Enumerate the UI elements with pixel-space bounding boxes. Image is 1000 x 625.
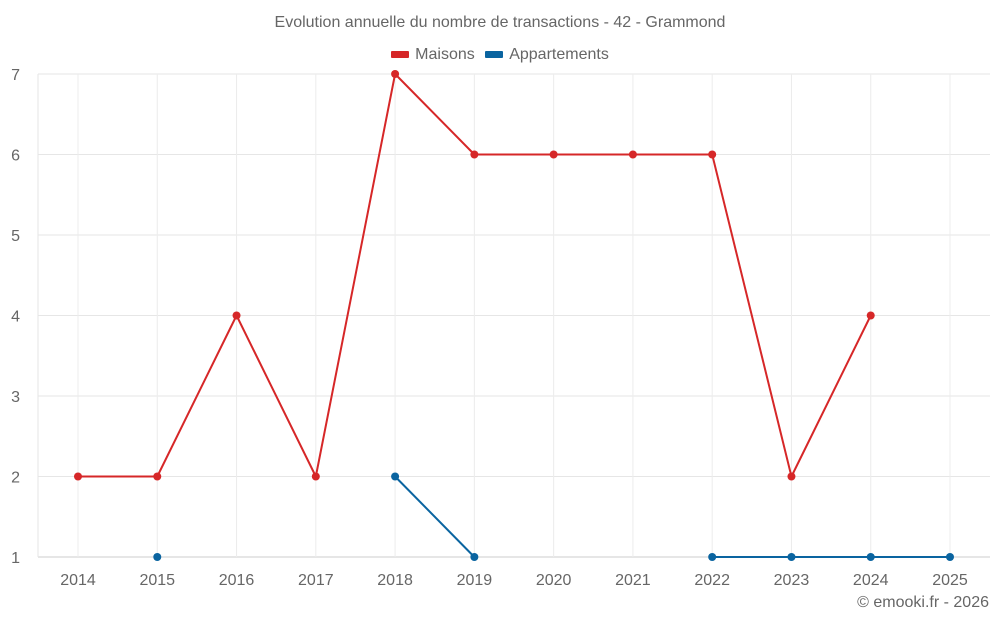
data-point [232, 311, 241, 320]
x-tick-label: 2017 [298, 572, 334, 589]
x-tick-label: 2015 [139, 572, 175, 589]
data-point [708, 553, 717, 561]
series-line-appartements [394, 475, 476, 558]
data-point [74, 472, 82, 481]
x-tick-label: 2019 [457, 572, 493, 589]
x-tick-label: 2020 [536, 572, 572, 589]
data-point [153, 472, 162, 481]
data-point [470, 150, 479, 159]
credit-text: © emooki.fr - 2026 [857, 594, 989, 611]
y-tick-label: 2 [11, 470, 20, 487]
y-tick-label: 5 [11, 228, 20, 245]
data-point [470, 553, 479, 561]
legend-label-maisons: Maisons [415, 45, 475, 63]
x-tick-label: 2021 [615, 572, 651, 589]
data-point [311, 472, 320, 481]
data-point [866, 311, 875, 320]
y-axis: 1 2 3 4 5 6 7 [11, 67, 20, 567]
x-tick-label: 2016 [219, 572, 255, 589]
y-tick-label: 4 [11, 309, 20, 326]
x-tick-label: 2024 [853, 572, 889, 589]
chart-legend: Maisons Appartements [0, 45, 1000, 64]
series-layer [74, 70, 954, 561]
x-tick-label: 2025 [932, 572, 968, 589]
x-tick-label: 2014 [60, 572, 96, 589]
y-tick-label: 6 [11, 148, 20, 165]
data-point [787, 472, 796, 481]
legend-swatch-maisons [391, 51, 410, 58]
x-tick-label: 2023 [774, 572, 810, 589]
data-point [866, 553, 875, 561]
x-tick-label: 2018 [377, 572, 413, 589]
data-point [628, 150, 637, 159]
legend-item-maisons[interactable]: Maisons [391, 46, 475, 64]
data-point [946, 553, 954, 561]
y-tick-label: 3 [11, 389, 20, 406]
legend-swatch-appartements [485, 51, 504, 58]
x-tick-label: 2022 [694, 572, 730, 589]
data-point [391, 70, 400, 78]
x-axis: 2014 2015 2016 2017 2018 2019 2020 2021 2022 2023… [60, 572, 968, 589]
y-tick-label: 1 [11, 550, 20, 567]
data-point [787, 553, 796, 561]
data-point [391, 472, 400, 481]
data-point [708, 150, 717, 159]
y-tick-label: 7 [11, 67, 20, 84]
data-point [549, 150, 558, 159]
legend-label-appartements: Appartements [509, 45, 609, 63]
grid-lines [37, 73, 990, 558]
chart-title: Evolution annuelle du nombre de transact… [274, 14, 726, 31]
data-point [153, 553, 162, 561]
legend-item-appartements[interactable]: Appartements [485, 46, 609, 64]
